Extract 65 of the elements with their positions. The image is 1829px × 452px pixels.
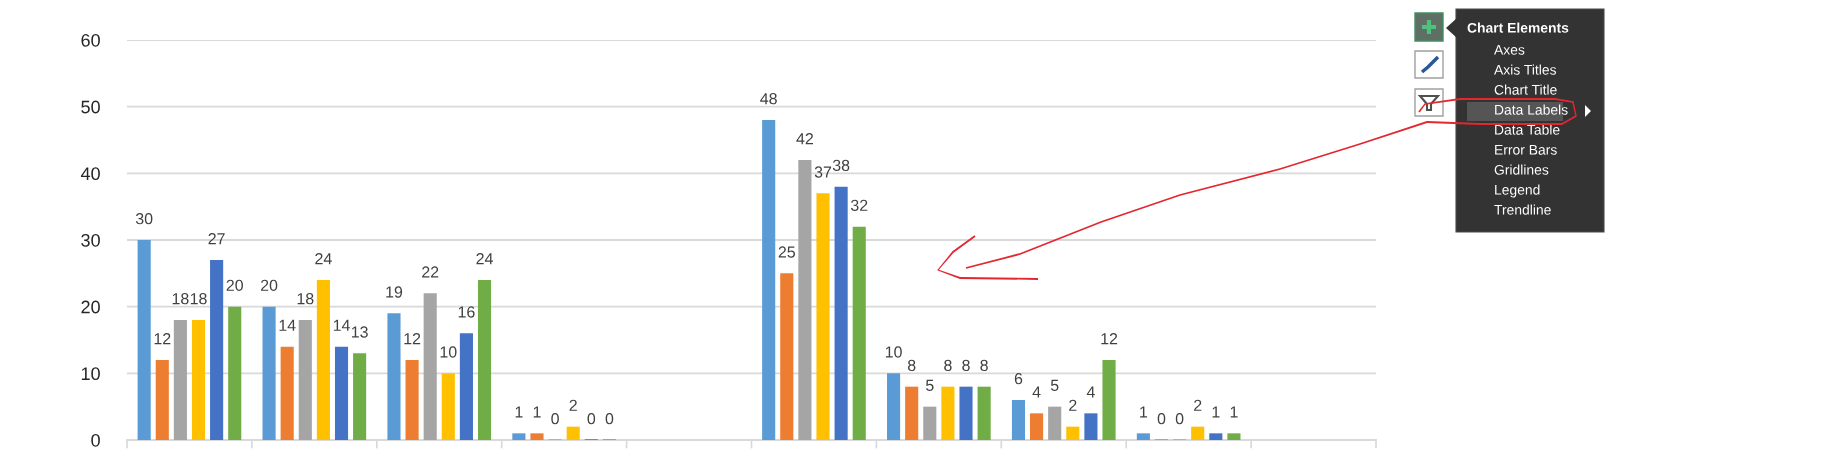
data-label: 8 bbox=[907, 359, 916, 372]
text: Data Table bbox=[1495, 124, 1560, 135]
y-tick-label: 40 bbox=[80, 167, 100, 181]
data-label: 30 bbox=[135, 213, 153, 225]
data-label: 20 bbox=[226, 279, 243, 292]
data-label: 2 bbox=[569, 399, 577, 411]
data-label: 6 bbox=[1014, 373, 1023, 385]
data-label: 24 bbox=[315, 253, 332, 265]
text: Chart Title bbox=[1494, 84, 1557, 95]
text: Trendline bbox=[1494, 204, 1551, 215]
y-tick-label: 60 bbox=[81, 33, 100, 47]
data-label: 18 bbox=[172, 293, 189, 305]
data-label: 4 bbox=[1086, 386, 1095, 398]
data-label: 12 bbox=[154, 333, 171, 345]
data-label: 2 bbox=[1194, 399, 1202, 411]
data-label: 10 bbox=[885, 346, 902, 358]
data-label: 42 bbox=[796, 133, 813, 145]
data-label: 8 bbox=[980, 359, 988, 372]
data-label: 10 bbox=[440, 346, 457, 358]
data-label: 1 bbox=[533, 406, 541, 418]
data-label: 13 bbox=[351, 326, 368, 338]
data-label: 16 bbox=[458, 306, 475, 318]
data-label: 0 bbox=[587, 413, 596, 425]
data-label: 19 bbox=[386, 286, 403, 298]
data-label: 0 bbox=[551, 413, 559, 425]
y-tick-label: 0 bbox=[91, 433, 100, 447]
data-label: 1 bbox=[1230, 406, 1238, 418]
y-tick-label: 30 bbox=[81, 233, 100, 247]
data-label: 0 bbox=[1175, 413, 1184, 425]
text: Legend bbox=[1495, 184, 1540, 198]
data-label: 5 bbox=[925, 379, 934, 392]
data-label: 38 bbox=[832, 159, 850, 172]
data-label: 25 bbox=[778, 246, 795, 258]
data-label: 4 bbox=[1032, 386, 1041, 398]
data-label: 37 bbox=[814, 166, 832, 178]
data-label: 14 bbox=[333, 319, 350, 331]
text: Error Bars bbox=[1495, 145, 1557, 155]
data-label: 0 bbox=[1157, 413, 1166, 425]
y-tick-label: 50 bbox=[81, 100, 100, 114]
data-label: 22 bbox=[422, 266, 439, 278]
text: Data Labels bbox=[1495, 104, 1568, 115]
data-label: 5 bbox=[1050, 379, 1059, 392]
text: Gridlines bbox=[1494, 164, 1549, 175]
data-label: 1 bbox=[1212, 406, 1220, 418]
data-label: 12 bbox=[404, 333, 421, 345]
data-label: 2 bbox=[1069, 399, 1077, 411]
y-tick-label: 20 bbox=[81, 300, 100, 314]
y-tick-label: 10 bbox=[81, 367, 100, 381]
data-label: 1 bbox=[515, 406, 523, 418]
data-label: 8 bbox=[944, 359, 952, 372]
data-label: 24 bbox=[476, 253, 493, 265]
data-label: 18 bbox=[190, 293, 207, 305]
text: Axes bbox=[1494, 45, 1525, 55]
data-label: 20 bbox=[261, 279, 278, 292]
data-label: 27 bbox=[208, 233, 225, 245]
text: Chart Elements bbox=[1467, 22, 1569, 33]
data-label: 18 bbox=[297, 293, 314, 305]
data-label: 48 bbox=[760, 93, 777, 105]
data-label: 0 bbox=[605, 413, 614, 425]
data-label: 8 bbox=[962, 359, 970, 372]
data-label: 1 bbox=[1140, 406, 1148, 418]
data-label: 14 bbox=[279, 319, 296, 331]
text: Axis Titles bbox=[1494, 64, 1557, 75]
data-label: 12 bbox=[1101, 333, 1118, 345]
data-label: 32 bbox=[850, 199, 868, 212]
